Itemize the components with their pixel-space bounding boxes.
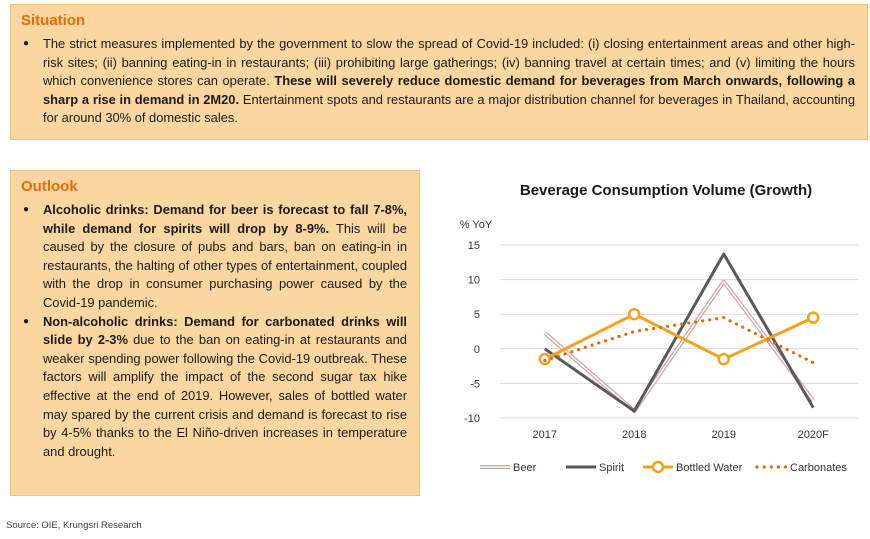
chart-svg: Beverage Consumption Volume (Growth) % Y…: [460, 182, 858, 474]
situation-box: Situation The strict measures implemente…: [10, 4, 868, 140]
outlook-item-bold: Alcoholic drinks: Demand for beer is for…: [43, 202, 407, 236]
y-tick-label: -10: [464, 413, 480, 425]
outlook-title: Outlook: [21, 178, 78, 195]
outlook-box: Outlook Alcoholic drinks: Demand for bee…: [10, 170, 420, 496]
series-lines: [538, 252, 820, 414]
x-tick-label: 2020F: [798, 429, 829, 441]
y-tick-label: 0: [474, 344, 480, 356]
legend-label: Bottled Water: [676, 462, 743, 474]
outlook-item-alcoholic: Alcoholic drinks: Demand for beer is for…: [21, 201, 407, 313]
series-line-bottled-water: [544, 312, 814, 361]
chart-title: Beverage Consumption Volume (Growth): [520, 182, 812, 199]
situation-text: The strict measures implemented by the g…: [43, 36, 855, 89]
legend-swatch-bottled-water-marker: [651, 460, 665, 474]
situation-title: Situation: [21, 12, 86, 29]
y-tick-label: 15: [468, 240, 480, 252]
series-line-carbonates: [543, 316, 815, 365]
y-axis-label: % YoY: [460, 219, 493, 231]
situation-tail-text: Entertainment spots and restaurants are …: [43, 91, 855, 126]
legend-label: Carbonates: [790, 462, 847, 474]
y-tick-label: -5: [470, 378, 480, 390]
data-point: [628, 307, 641, 321]
y-tick-label: 5: [474, 309, 480, 321]
situation-bold-text: These will severely reduce domestic dema…: [43, 73, 856, 107]
legend-label: Spirit: [599, 462, 624, 474]
outlook-item-text: This will be caused by the closure of pu…: [43, 220, 407, 310]
series-line-spirit: [543, 252, 815, 413]
data-point: [807, 311, 820, 324]
situation-list: The strict measures implemented by the g…: [21, 35, 855, 128]
situation-bullet: The strict measures implemented by the g…: [21, 35, 855, 128]
source-note: Source: OIE, Krungsri Research: [6, 520, 142, 531]
y-tick-labels: 15 10 5 0 -5 -10: [464, 240, 480, 425]
legend: Beer Spirit Bottled Water Carbonates: [480, 460, 847, 474]
data-point: [717, 352, 730, 366]
outlook-list: Alcoholic drinks: Demand for beer is for…: [21, 201, 407, 461]
beverage-chart: Beverage Consumption Volume (Growth) % Y…: [440, 170, 868, 500]
x-tick-label: 2019: [712, 429, 736, 441]
x-tick-label: 2017: [533, 429, 557, 441]
outlook-item-non-alcoholic: Non-alcoholic drinks: Demand for carbona…: [21, 313, 407, 462]
x-tick-labels: 2017 2018 2019 2020F: [533, 429, 830, 441]
legend-label: Beer: [513, 462, 537, 474]
outlook-item-text: due to the ban on eating-in at restauran…: [43, 332, 407, 459]
outlook-item-bold: Non-alcoholic drinks: Demand for carbona…: [43, 313, 407, 348]
y-tick-label: 10: [468, 275, 480, 287]
x-tick-label: 2018: [622, 429, 646, 441]
